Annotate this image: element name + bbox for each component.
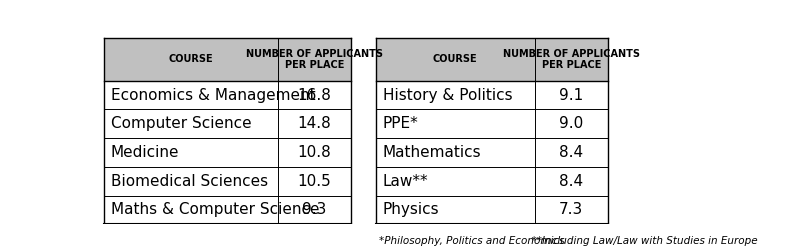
Text: Maths & Computer Science: Maths & Computer Science (110, 202, 320, 217)
Bar (376, 109, 608, 138)
Text: COURSE: COURSE (433, 54, 477, 64)
Bar (376, 167, 608, 196)
Bar (376, 38, 535, 81)
Bar (103, 81, 351, 109)
Text: 8.4: 8.4 (559, 145, 583, 160)
Text: 14.8: 14.8 (297, 116, 331, 131)
Text: History & Politics: History & Politics (383, 87, 513, 103)
Text: 10.8: 10.8 (297, 145, 331, 160)
Text: 16.8: 16.8 (297, 87, 331, 103)
Text: 9.1: 9.1 (559, 87, 583, 103)
Bar (103, 38, 278, 81)
Text: 9.0: 9.0 (559, 116, 583, 131)
Text: 10.5: 10.5 (297, 174, 331, 189)
Text: Economics & Management: Economics & Management (110, 87, 316, 103)
Bar (103, 167, 351, 196)
Text: **Including Law/Law with Studies in Europe: **Including Law/Law with Studies in Euro… (525, 236, 758, 246)
Text: Law**: Law** (383, 174, 428, 189)
Text: 8.4: 8.4 (559, 174, 583, 189)
Bar (376, 138, 608, 167)
Text: 9.3: 9.3 (302, 202, 327, 217)
Text: COURSE: COURSE (168, 54, 213, 64)
Bar (103, 109, 351, 138)
Text: NUMBER OF APPLICANTS
PER PLACE: NUMBER OF APPLICANTS PER PLACE (246, 49, 383, 70)
Bar (278, 38, 351, 81)
Text: Physics: Physics (383, 202, 439, 217)
Bar (376, 196, 608, 224)
Bar (103, 196, 351, 224)
Text: Biomedical Sciences: Biomedical Sciences (110, 174, 268, 189)
Text: Computer Science: Computer Science (110, 116, 252, 131)
Text: Mathematics: Mathematics (383, 145, 481, 160)
Text: *Philosophy, Politics and Economics: *Philosophy, Politics and Economics (379, 236, 564, 246)
Bar (535, 38, 608, 81)
Bar (103, 138, 351, 167)
Bar (376, 81, 608, 109)
Text: PPE*: PPE* (383, 116, 419, 131)
Text: NUMBER OF APPLICANTS
PER PLACE: NUMBER OF APPLICANTS PER PLACE (503, 49, 640, 70)
Text: 7.3: 7.3 (559, 202, 583, 217)
Text: Medicine: Medicine (110, 145, 179, 160)
